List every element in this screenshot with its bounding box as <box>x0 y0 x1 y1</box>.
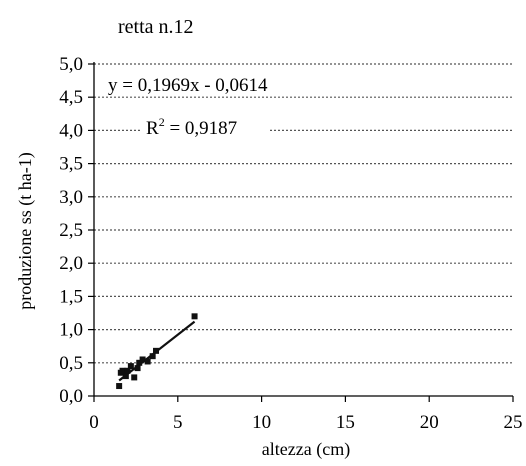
equation-text: y = 0,1969x - 0,0614 <box>108 75 268 96</box>
r-squared-value: = 0,9187 <box>165 118 237 139</box>
data-point <box>134 365 141 372</box>
data-point <box>119 367 126 374</box>
r-squared-backdrop <box>140 112 270 140</box>
y-tick-label: 1,5 <box>59 286 83 307</box>
y-tick-label: 4,0 <box>59 120 83 141</box>
trendline-equation: y = 0,1969x - 0,0614 <box>108 72 294 96</box>
y-tick-label: 0,5 <box>59 353 83 374</box>
y-tick-label: 4,5 <box>59 87 83 108</box>
x-tick-label: 5 <box>173 412 183 433</box>
y-tick-label: 2,5 <box>59 220 83 241</box>
data-point <box>116 383 123 390</box>
y-tick-label: 2,0 <box>59 253 83 274</box>
x-tick-label: 25 <box>504 412 523 433</box>
x-axis-label: altezza (cm) <box>262 439 350 460</box>
data-point <box>139 356 146 363</box>
gridlines <box>94 63 513 364</box>
data-point <box>153 347 160 354</box>
data-point <box>144 358 151 365</box>
x-tick-label: 20 <box>420 412 439 433</box>
data-point <box>124 367 131 374</box>
y-tick-label: 3,0 <box>59 187 83 208</box>
x-tick-labels: 0 5 10 15 20 25 <box>89 412 522 433</box>
y-tick-label: 1,0 <box>59 320 83 341</box>
y-tick-label: 5,0 <box>59 54 83 75</box>
data-point <box>191 313 198 320</box>
r-squared: R2 = 0,9187 <box>140 112 270 140</box>
r-squared-text: R2 = 0,9187 <box>146 115 237 139</box>
data-point <box>136 359 143 366</box>
x-axis <box>93 395 514 402</box>
x-tick-label: 10 <box>252 412 271 433</box>
r-squared-prefix: R <box>146 118 159 139</box>
data-point <box>149 353 156 360</box>
y-axis-label: produzione ss (t ha-1) <box>15 152 36 309</box>
data-points <box>116 313 198 390</box>
y-tick-label: 0,0 <box>59 386 83 407</box>
x-tick-label: 15 <box>336 412 355 433</box>
equation-backdrop <box>108 72 294 96</box>
data-point <box>127 363 134 370</box>
y-axis <box>88 62 95 397</box>
x-tick-label: 0 <box>89 412 99 433</box>
data-point <box>122 373 129 380</box>
r-squared-superscript: 2 <box>159 115 165 129</box>
data-point <box>131 374 138 381</box>
chart-title: retta n.12 <box>118 16 194 38</box>
y-tick-labels: 0,0 0,5 1,0 1,5 2,0 2,5 3,0 3,5 4,0 4,5 5,0 <box>59 54 83 407</box>
y-tick-label: 3,5 <box>59 154 83 175</box>
